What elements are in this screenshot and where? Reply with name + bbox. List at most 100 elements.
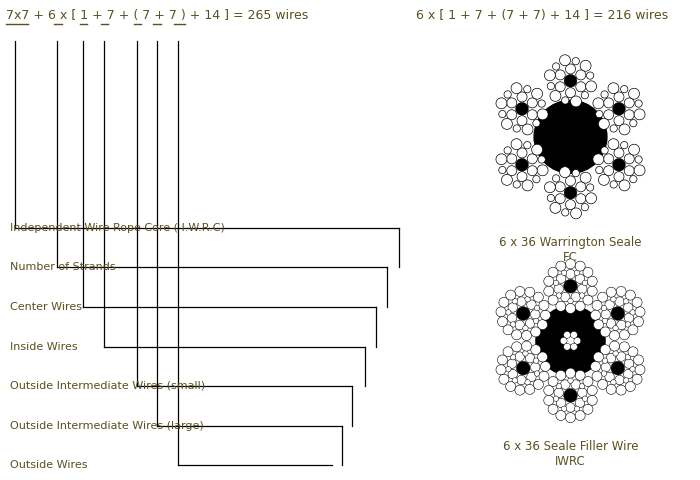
Circle shape (587, 396, 597, 406)
Circle shape (624, 110, 634, 120)
Circle shape (576, 182, 586, 192)
Circle shape (586, 193, 596, 204)
Circle shape (580, 60, 591, 71)
Circle shape (531, 345, 541, 355)
Circle shape (561, 209, 569, 216)
Text: Center Wires: Center Wires (10, 302, 83, 312)
Circle shape (532, 88, 542, 99)
Circle shape (505, 382, 516, 392)
Circle shape (517, 116, 527, 126)
Circle shape (630, 310, 636, 315)
Circle shape (523, 351, 528, 356)
Circle shape (624, 299, 629, 304)
Circle shape (615, 375, 624, 385)
Circle shape (505, 290, 516, 300)
Circle shape (580, 172, 591, 183)
Circle shape (533, 176, 540, 183)
Circle shape (601, 310, 610, 319)
Circle shape (575, 301, 585, 312)
Circle shape (540, 361, 550, 372)
Circle shape (624, 98, 634, 108)
Circle shape (556, 370, 566, 380)
Circle shape (570, 331, 578, 338)
Circle shape (601, 371, 607, 376)
Circle shape (608, 139, 619, 150)
Circle shape (496, 307, 506, 317)
Circle shape (611, 307, 624, 320)
Circle shape (601, 91, 608, 98)
Circle shape (635, 307, 645, 317)
Circle shape (507, 110, 517, 120)
Circle shape (608, 83, 619, 94)
Circle shape (510, 354, 516, 360)
Circle shape (524, 142, 531, 149)
Circle shape (564, 331, 570, 338)
Circle shape (575, 398, 584, 408)
Circle shape (548, 267, 558, 277)
Circle shape (610, 341, 620, 351)
Circle shape (555, 182, 565, 192)
Circle shape (603, 110, 614, 120)
Circle shape (630, 367, 636, 372)
Circle shape (564, 186, 577, 199)
Circle shape (538, 352, 547, 362)
Text: Outside Intermediate Wires (small): Outside Intermediate Wires (small) (10, 381, 206, 391)
Circle shape (544, 276, 554, 286)
Circle shape (517, 307, 530, 320)
Circle shape (505, 367, 511, 372)
Circle shape (625, 382, 636, 392)
Circle shape (547, 194, 554, 202)
Circle shape (624, 166, 634, 176)
Circle shape (525, 297, 531, 302)
Circle shape (624, 378, 629, 383)
Circle shape (526, 300, 536, 310)
Circle shape (606, 319, 616, 328)
Circle shape (605, 372, 615, 382)
Circle shape (632, 374, 642, 384)
Circle shape (593, 98, 604, 109)
Circle shape (568, 378, 573, 383)
Circle shape (503, 325, 513, 335)
Circle shape (606, 384, 616, 395)
Circle shape (534, 305, 540, 311)
Circle shape (522, 331, 531, 340)
Circle shape (507, 166, 517, 176)
Circle shape (624, 303, 633, 312)
Circle shape (516, 102, 528, 115)
Circle shape (560, 337, 567, 344)
Circle shape (630, 120, 637, 127)
Circle shape (537, 165, 548, 176)
Circle shape (625, 290, 636, 300)
Circle shape (498, 110, 506, 118)
Circle shape (498, 167, 506, 174)
Circle shape (620, 330, 629, 340)
Circle shape (566, 336, 575, 345)
Circle shape (555, 194, 565, 204)
Circle shape (517, 375, 526, 385)
Circle shape (614, 116, 624, 126)
Circle shape (516, 158, 528, 171)
Circle shape (574, 337, 581, 344)
Circle shape (624, 359, 634, 369)
Circle shape (632, 297, 642, 307)
Circle shape (512, 342, 522, 352)
Circle shape (527, 110, 538, 120)
Circle shape (616, 385, 626, 395)
Circle shape (517, 92, 527, 102)
Circle shape (575, 274, 584, 283)
Circle shape (553, 280, 559, 286)
Circle shape (512, 378, 517, 383)
Circle shape (556, 384, 561, 389)
Circle shape (570, 343, 578, 350)
Text: 6 x 36 Seale Filler Wire
IWRC: 6 x 36 Seale Filler Wire IWRC (503, 440, 638, 468)
Circle shape (564, 389, 577, 402)
Circle shape (552, 63, 560, 70)
Circle shape (533, 292, 543, 302)
Circle shape (594, 320, 603, 330)
Circle shape (610, 331, 620, 340)
Circle shape (598, 379, 608, 389)
Circle shape (574, 406, 580, 411)
Circle shape (532, 144, 542, 155)
Circle shape (587, 385, 597, 396)
Circle shape (587, 276, 597, 286)
